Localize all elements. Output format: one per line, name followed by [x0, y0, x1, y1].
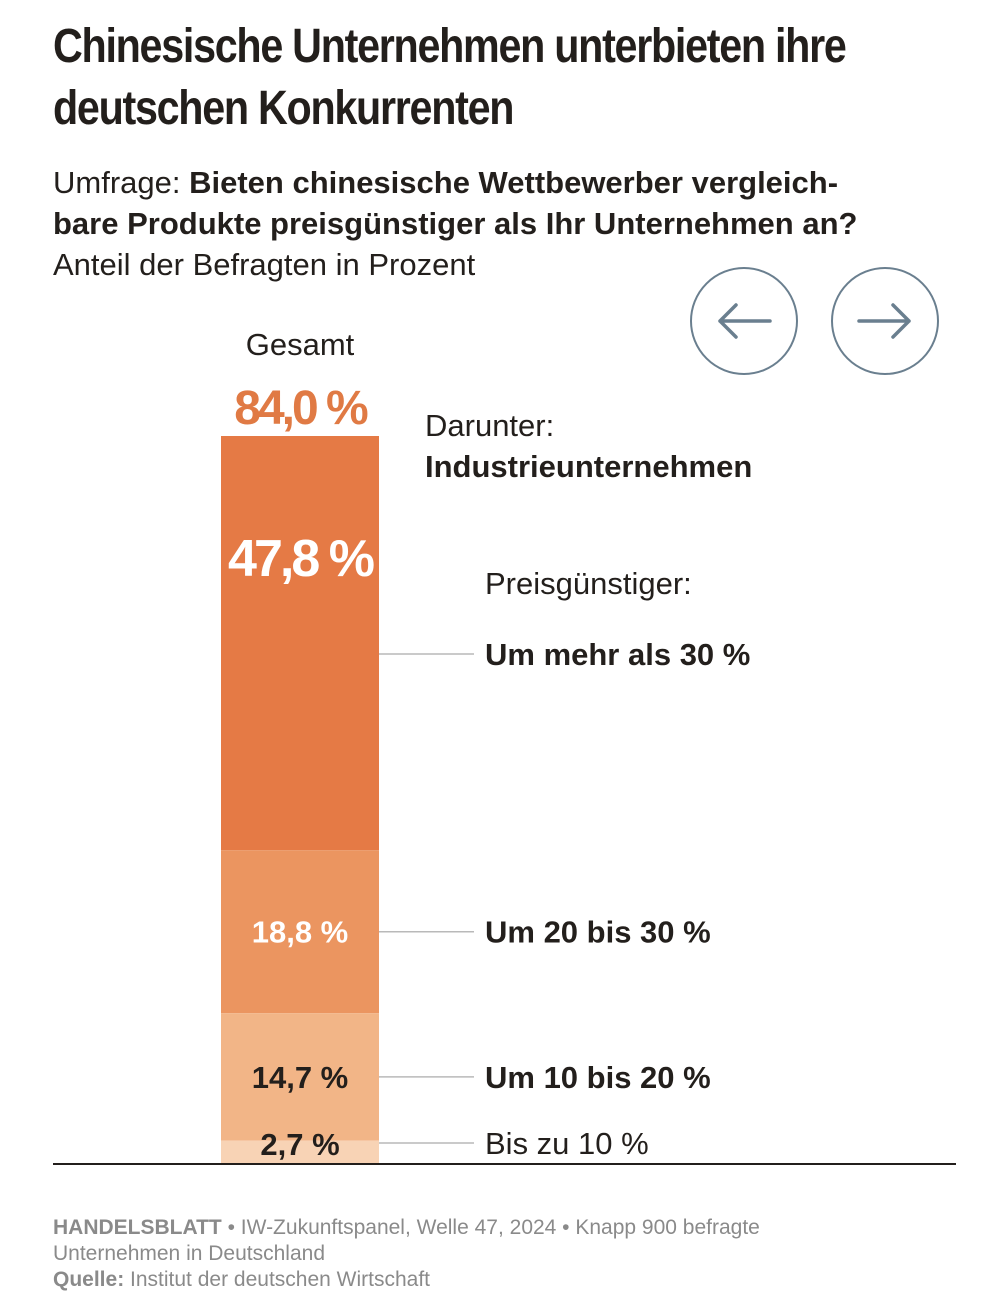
bar-segments: [221, 436, 379, 1164]
value-label-um-20-bis-30: 18,8 %: [252, 915, 349, 950]
value-label-um-mehr-als-30: 47,8 %: [228, 530, 374, 588]
survey-question-line-1: Bieten chinesische Wettbewerber vergleic…: [189, 165, 839, 200]
darunter-label: Darunter:: [425, 408, 554, 443]
footer-source-label: Quelle:: [53, 1268, 125, 1291]
survey-question-line-2: bare Produkte preisgünstiger als Ihr Unt…: [53, 206, 858, 241]
footer: HANDELSBLATT • IW-Zukunftspanel, Welle 4…: [53, 1215, 953, 1293]
category-label-um-10-bis-20: Um 10 bis 20 %: [485, 1060, 711, 1095]
chart-subtitle: Umfrage: Bieten chinesische Wettbewerber…: [53, 162, 983, 244]
category-label-um-mehr-als-30: Um mehr als 30 %: [485, 637, 750, 672]
bar-segment-bis-zu-10: [221, 1140, 379, 1164]
stacked-bar-chart: Gesamt 84,0 % Darunter: Industrieunterne…: [53, 327, 956, 1165]
value-label-um-10-bis-20: 14,7 %: [252, 1060, 349, 1095]
arrow-left-icon: [718, 303, 772, 339]
chart-title-line-2: deutschen Konkurrenten: [53, 82, 514, 135]
bar-segment-um-20-bis-30: [221, 850, 379, 1014]
industrie-label: Industrieunternehmen: [425, 449, 752, 484]
unit-description: Anteil der Befragten in Prozent: [53, 247, 476, 282]
footer-source: Institut der deutschen Wirtschaft: [124, 1268, 430, 1291]
category-label-bis-zu-10: Bis zu 10 %: [485, 1126, 649, 1161]
category-label-um-20-bis-30: Um 20 bis 30 %: [485, 915, 711, 950]
footer-text: • IW-Zukunftspanel, Welle 47, 2024 • Kna…: [221, 1216, 760, 1239]
bar-segment-um-10-bis-20: [221, 1013, 379, 1141]
value-label-bis-zu-10: 2,7 %: [260, 1127, 339, 1162]
category-labels: Um mehr als 30 % Um 20 bis 30 % Um 10 bis …: [485, 637, 750, 1161]
legend-heading: Preisgünstiger:: [485, 566, 692, 601]
footer-brand: HANDELSBLATT: [53, 1216, 222, 1239]
total-label: Gesamt: [246, 327, 355, 362]
chart-title-line-1: Chinesische Unternehmen unterbieten ihre: [53, 20, 847, 73]
bar-segment-um-mehr-als-30: [221, 436, 379, 851]
previous-button[interactable]: [690, 267, 798, 375]
connector-lines: [379, 653, 474, 1144]
subtitle-lead: Umfrage:: [53, 165, 190, 200]
chart-title: Chinesische Unternehmen unterbieten ihre…: [53, 16, 853, 140]
value-labels: 47,8 % 18,8 % 14,7 % 2,7 %: [228, 530, 377, 1162]
total-value: 84,0 %: [234, 382, 368, 435]
arrow-right-icon: [857, 303, 911, 339]
next-button[interactable]: [831, 267, 939, 375]
footer-text-2: Unternehmen in Deutschland: [53, 1242, 325, 1265]
